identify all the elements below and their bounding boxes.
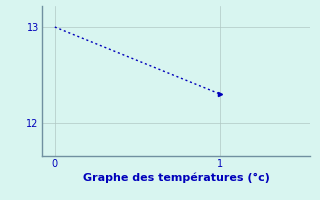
X-axis label: Graphe des températures (°c): Graphe des températures (°c) bbox=[83, 173, 269, 183]
